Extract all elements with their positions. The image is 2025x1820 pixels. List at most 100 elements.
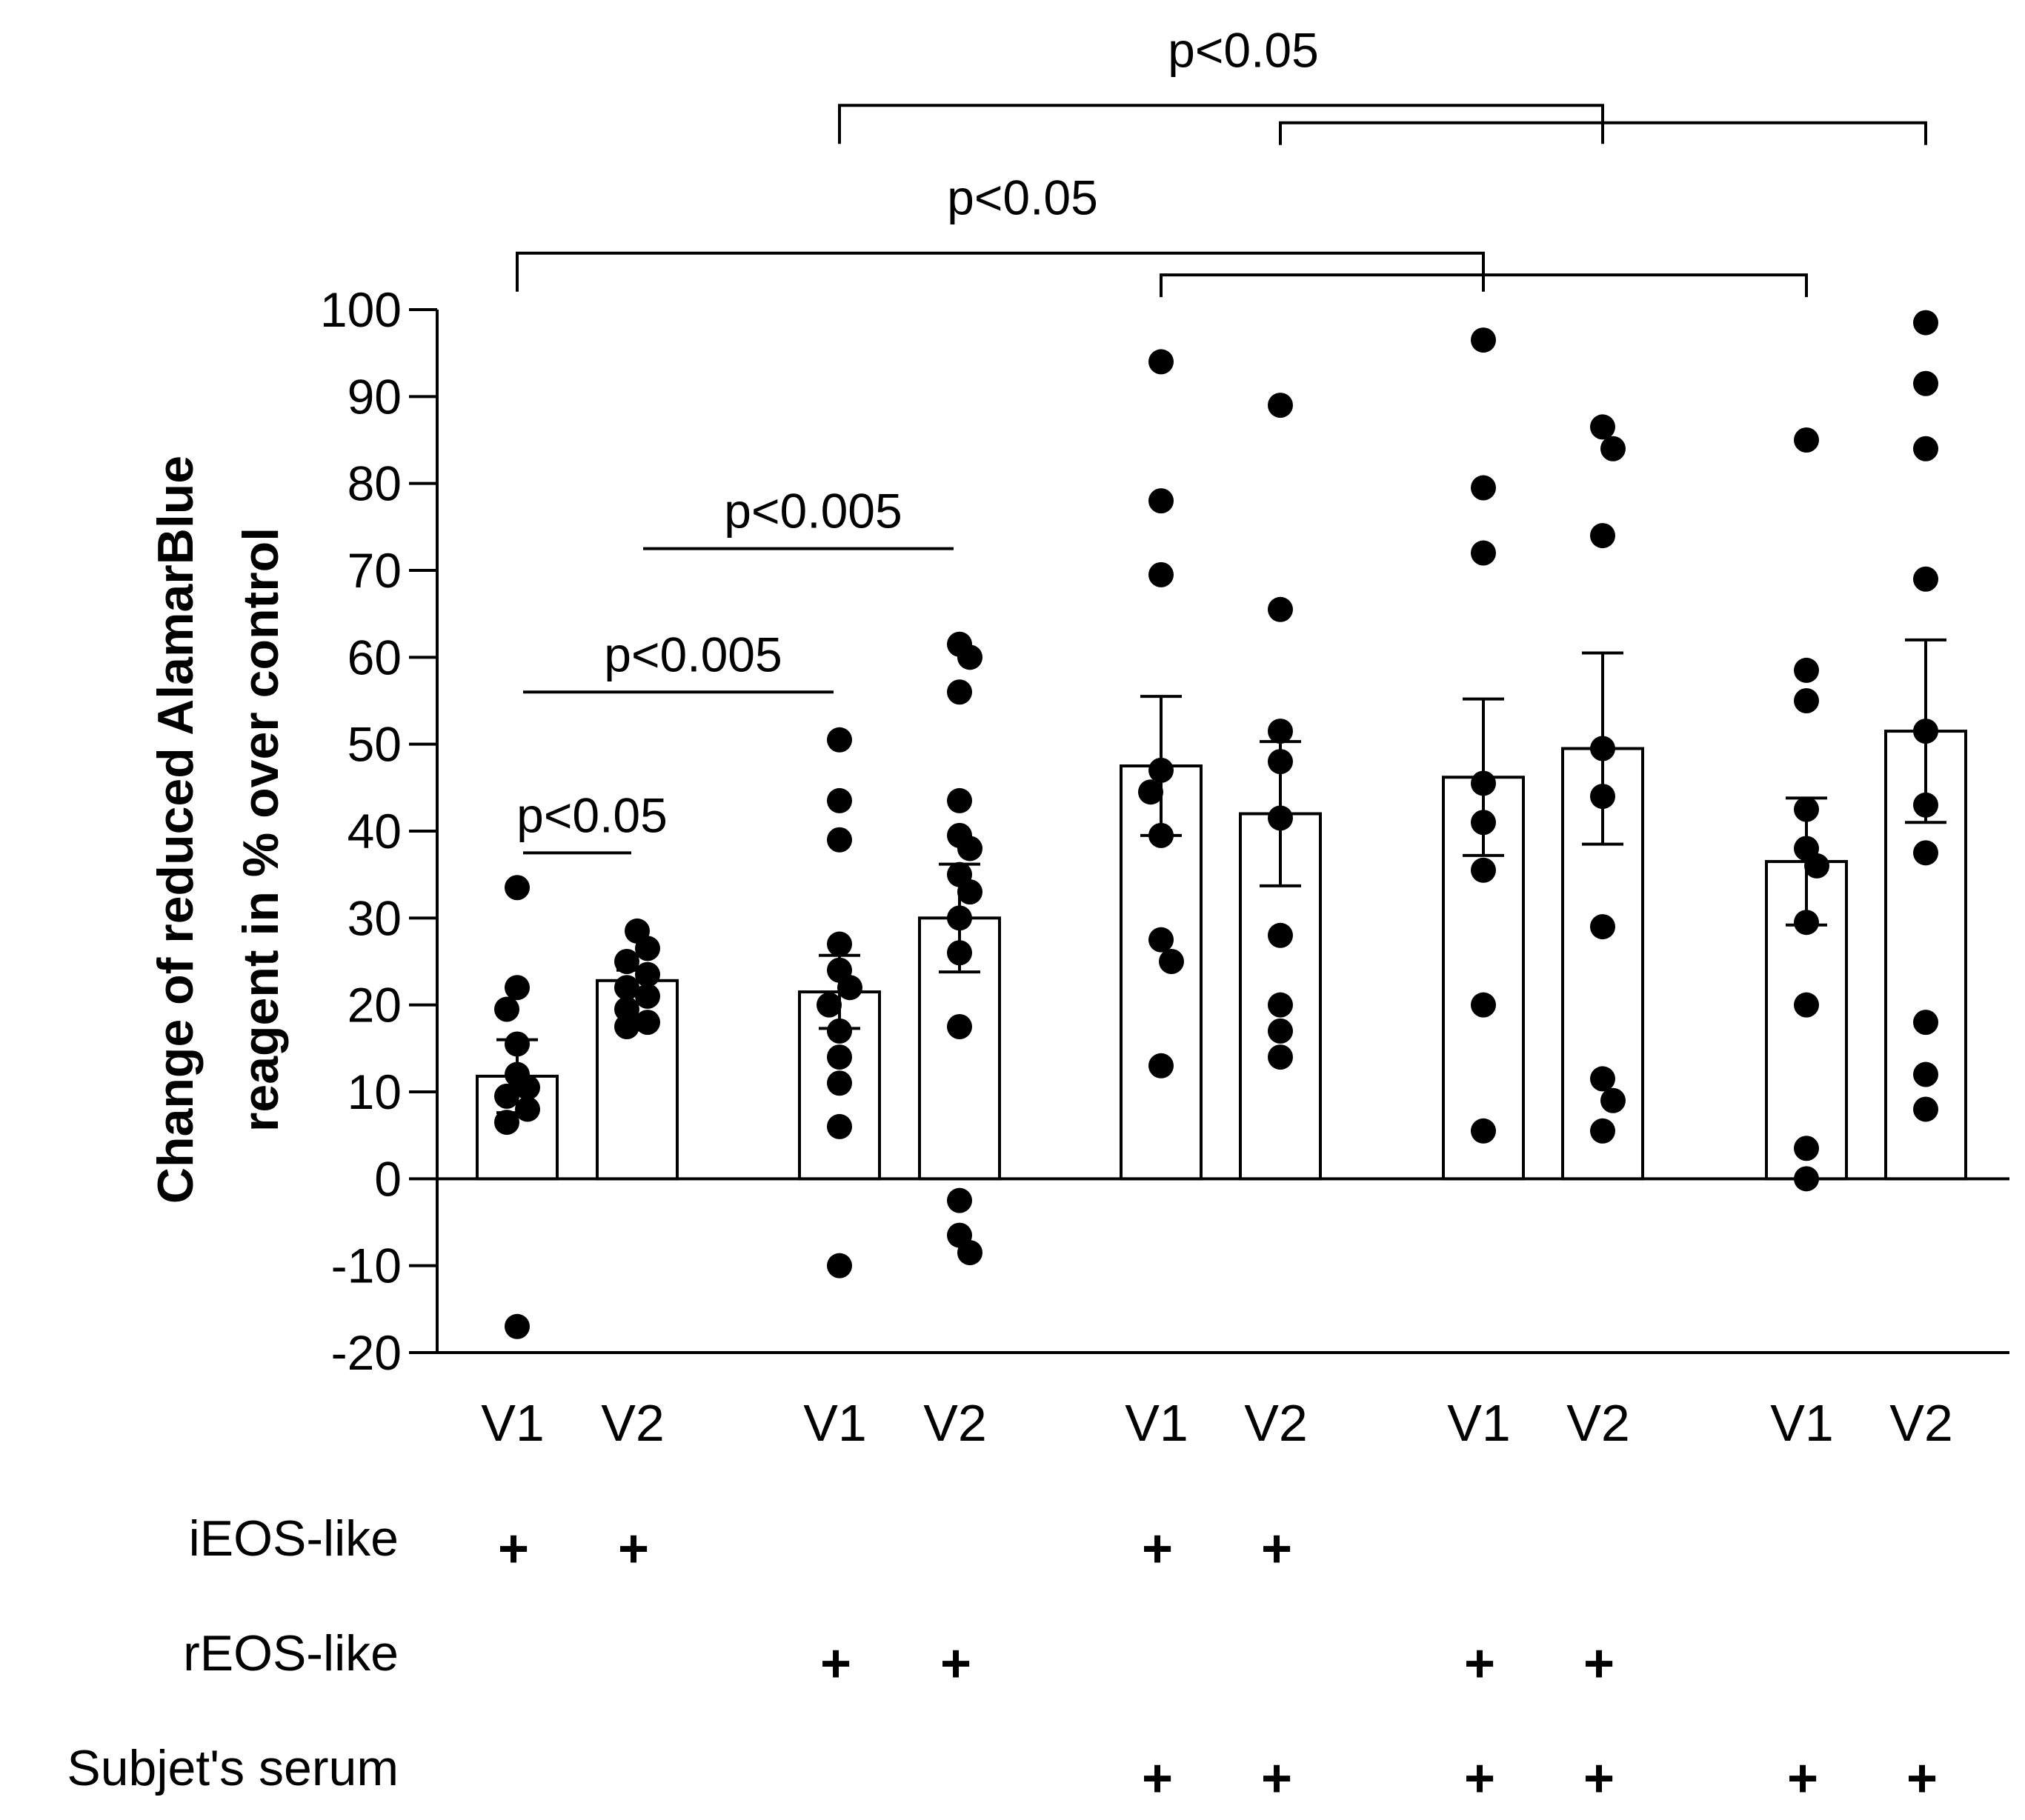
condition-plus-mark: + <box>1583 1749 1615 1808</box>
significance-annotations: p<0.05 p<0.005 p<0.005 p<0.05 p<0.05 <box>516 22 1927 855</box>
data-point <box>1268 1044 1293 1070</box>
data-point <box>957 644 982 670</box>
bars <box>476 730 1967 1181</box>
data-point <box>1600 436 1626 461</box>
data-point <box>837 975 862 1001</box>
significance-label: p<0.05 <box>516 787 668 842</box>
data-point <box>1471 475 1496 501</box>
data-point <box>947 787 972 813</box>
data-point <box>827 1253 852 1279</box>
data-point <box>494 1083 519 1109</box>
data-point <box>1913 840 1938 866</box>
data-point <box>1268 393 1293 419</box>
y-tick-label: 90 <box>348 369 402 424</box>
y-tick-label: 30 <box>348 890 402 945</box>
significance-bracket <box>1279 121 1927 145</box>
condition-plus-mark: + <box>498 1519 529 1579</box>
y-tick-label: 70 <box>348 543 402 598</box>
category-label: V1 <box>1125 1394 1188 1452</box>
data-point <box>957 1240 982 1266</box>
data-point <box>957 879 982 905</box>
data-point <box>1471 1118 1496 1144</box>
condition-table: iEOS-like rEOS-like Subjet's serum + + + + + + + +… <box>67 1510 1938 1808</box>
data-point <box>635 1010 660 1036</box>
condition-plus-mark: + <box>1142 1519 1173 1579</box>
data-point <box>614 949 639 974</box>
significance-label: p<0.05 <box>1168 22 1319 77</box>
y-axis-label-line-1: Change of reduced AlamarBlue <box>147 456 204 1204</box>
y-axis-label: Change of reduced AlamarBlue reagent in … <box>147 456 289 1204</box>
condition-plus-mark: + <box>940 1634 971 1693</box>
y-axis-label-line-2: reagent in % over control <box>233 527 289 1132</box>
data-point <box>827 1044 852 1070</box>
data-point <box>1268 922 1293 948</box>
condition-plus-mark: + <box>1261 1749 1292 1808</box>
data-point <box>1590 914 1615 940</box>
condition-row-label: Subjet's serum <box>67 1740 399 1796</box>
data-point <box>1804 853 1829 879</box>
data-point <box>505 975 530 1001</box>
data-point <box>494 996 519 1022</box>
data-point <box>505 1313 530 1339</box>
data-point <box>1913 436 1938 461</box>
axes <box>436 310 2009 1354</box>
data-point <box>827 1113 852 1139</box>
condition-plus-mark: + <box>1583 1634 1615 1693</box>
y-tick-label: -10 <box>331 1239 402 1293</box>
y-tick-label: 100 <box>320 282 402 337</box>
category-label: V2 <box>601 1394 665 1452</box>
data-point <box>614 1014 639 1039</box>
data-point <box>1913 1010 1938 1036</box>
data-point <box>1471 857 1496 883</box>
category-label: V2 <box>1244 1394 1308 1452</box>
data-point <box>515 1075 540 1101</box>
condition-plus-mark: + <box>618 1519 649 1579</box>
y-tick-label: 50 <box>348 717 402 772</box>
data-point <box>1913 1096 1938 1122</box>
data-points <box>494 310 1938 1339</box>
data-point <box>1268 992 1293 1018</box>
data-point <box>1794 427 1819 453</box>
data-point <box>957 836 982 861</box>
condition-plus-mark: + <box>1787 1749 1818 1808</box>
data-point <box>1268 1018 1293 1044</box>
data-point <box>1148 927 1174 953</box>
data-point <box>1600 1087 1626 1113</box>
data-point <box>1268 719 1293 744</box>
data-point <box>1794 1136 1819 1161</box>
data-point <box>1590 1066 1615 1092</box>
data-point <box>1148 349 1174 375</box>
y-tick-label: 10 <box>348 1064 402 1119</box>
condition-plus-mark: + <box>1464 1749 1495 1808</box>
significance-label: p<0.005 <box>724 484 902 539</box>
condition-plus-mark: + <box>1906 1749 1938 1808</box>
data-point <box>827 1018 852 1044</box>
significance-label: p<0.005 <box>604 627 782 681</box>
y-tick-label: 0 <box>374 1151 402 1206</box>
y-tick-label: 20 <box>348 978 402 1033</box>
category-labels: V1 V2 V1 V2 V1 V2 V1 V2 V1 V2 <box>481 1394 1953 1452</box>
data-point <box>1590 523 1615 549</box>
data-point <box>1471 540 1496 566</box>
category-label: V2 <box>1566 1394 1630 1452</box>
data-point <box>827 931 852 957</box>
data-point <box>1913 566 1938 592</box>
data-point <box>947 1014 972 1039</box>
data-point <box>1913 310 1938 336</box>
y-tick-label: 60 <box>348 630 402 684</box>
data-point <box>1471 327 1496 353</box>
data-point <box>515 1096 540 1122</box>
data-point <box>635 936 660 961</box>
error-bars <box>496 638 1946 1115</box>
condition-plus-mark: + <box>820 1634 851 1693</box>
data-point <box>1148 488 1174 514</box>
data-point <box>1148 1053 1174 1079</box>
significance-label: p<0.05 <box>947 170 1098 225</box>
data-point <box>1794 1166 1819 1192</box>
significance-bracket <box>838 104 1604 144</box>
data-point <box>827 1070 852 1096</box>
data-point <box>1794 992 1819 1018</box>
data-point <box>1590 1118 1615 1144</box>
data-point <box>505 875 530 901</box>
y-tick-label: 80 <box>348 456 402 511</box>
